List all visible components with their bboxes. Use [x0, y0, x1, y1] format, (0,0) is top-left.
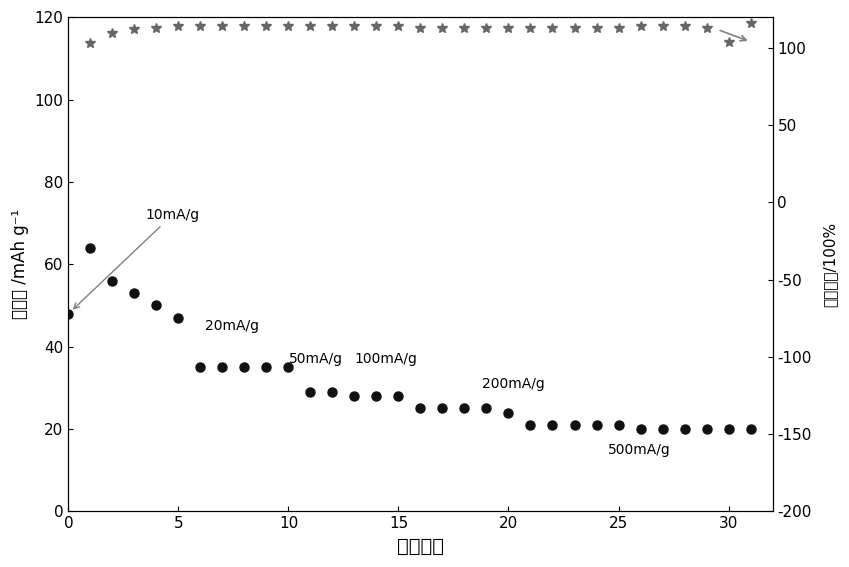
Text: 100mA/g: 100mA/g — [355, 352, 418, 366]
Text: 500mA/g: 500mA/g — [608, 443, 670, 457]
Text: 200mA/g: 200mA/g — [482, 377, 545, 391]
Text: 10mA/g: 10mA/g — [74, 208, 200, 308]
Text: 50mA/g: 50mA/g — [289, 352, 342, 366]
Y-axis label: 库嫒效率/100%: 库嫒效率/100% — [823, 222, 838, 307]
Y-axis label: 比容量 /mAh g⁻¹: 比容量 /mAh g⁻¹ — [11, 209, 29, 319]
Text: 20mA/g: 20mA/g — [205, 319, 259, 333]
X-axis label: 循环次数: 循环次数 — [397, 537, 444, 556]
